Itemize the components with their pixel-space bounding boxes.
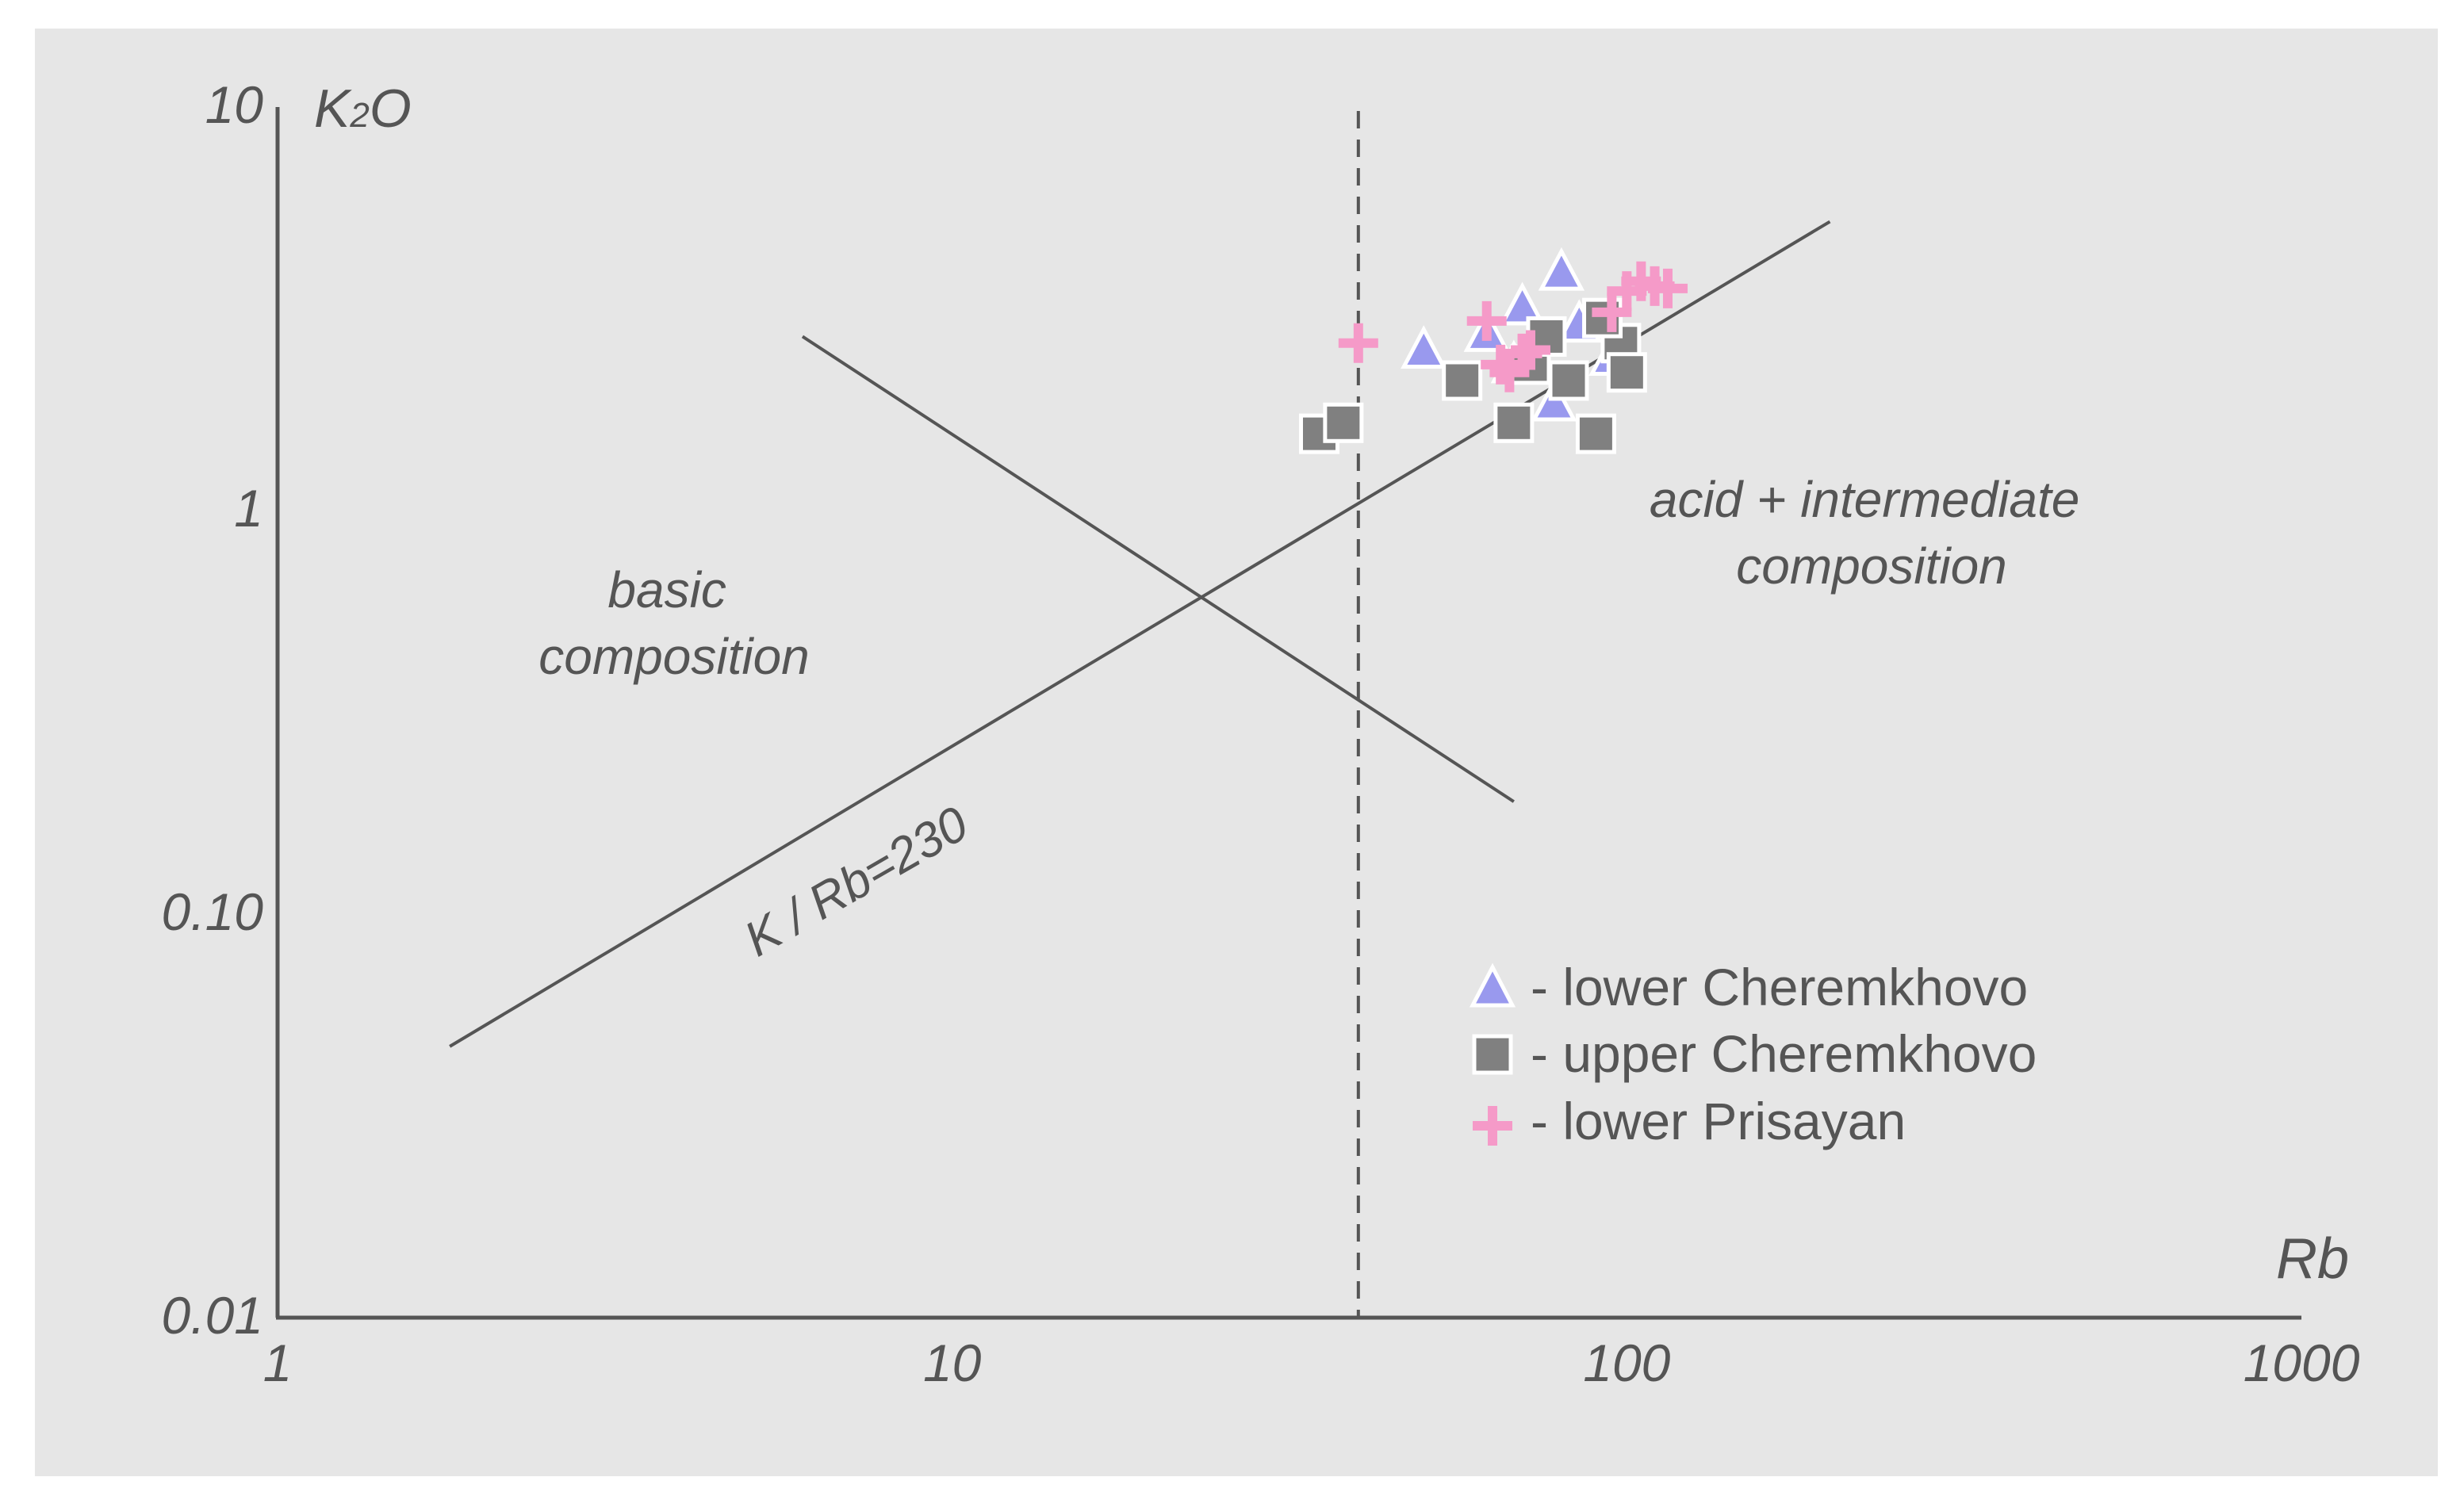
composition-boundary-line xyxy=(801,335,1515,803)
upper-cheremkhovo-point xyxy=(1575,413,1616,454)
legend-plus-marker xyxy=(1473,1106,1512,1146)
region-label-basic-line1: basic xyxy=(607,561,726,618)
lower-prisayan-point xyxy=(1489,352,1530,392)
y-label-tail: O xyxy=(370,78,412,139)
upper-cheremkhovo-point xyxy=(1493,402,1535,443)
x-tick-label: 1000 xyxy=(2244,1334,2360,1392)
lower-cheremkhovo-point xyxy=(1401,325,1447,369)
legend-label-lower-cheremkhovo: - lower Cheremkhovo xyxy=(1531,958,2028,1016)
region-label-basic: basic composition xyxy=(538,561,810,685)
lower-cheremkhovo-point xyxy=(1499,281,1546,326)
y-tick-label: 10 xyxy=(205,75,264,134)
chart-panel xyxy=(35,29,2438,1476)
lower-prisayan-point xyxy=(1338,323,1378,363)
legend-label-upper-cheremkhovo: - upper Cheremkhovo xyxy=(1531,1024,2037,1083)
legend-item-lower-prisayan: - lower Prisayan xyxy=(1473,1092,1906,1150)
lower-prisayan-point xyxy=(1647,268,1688,308)
y-label-main: K xyxy=(314,78,352,139)
region-label-basic-line2: composition xyxy=(538,628,810,685)
upper-cheremkhovo-point xyxy=(1548,360,1589,401)
y-axis-label: K2O xyxy=(314,78,412,139)
x-axis-label: Rb xyxy=(2276,1227,2349,1291)
x-tick-label: 100 xyxy=(1583,1334,1670,1392)
upper-cheremkhovo-point xyxy=(1442,360,1483,401)
y-tick-label: 0.10 xyxy=(162,882,264,941)
region-label-acid-line1: acid + intermediate xyxy=(1650,471,2080,528)
x-tick-label: 10 xyxy=(923,1334,982,1392)
axes xyxy=(275,107,2301,1320)
lower-prisayan-point xyxy=(1592,292,1632,332)
lower-prisayan-point xyxy=(1510,330,1550,370)
upper-cheremkhovo-point xyxy=(1323,402,1364,443)
legend-square-marker xyxy=(1472,1034,1513,1075)
lower-cheremkhovo-point xyxy=(1531,377,1577,422)
region-label-acid-line2: composition xyxy=(1736,538,2007,595)
legend-item-lower-cheremkhovo: - lower Cheremkhovo xyxy=(1469,958,2028,1016)
legend-label-lower-prisayan: - lower Prisayan xyxy=(1531,1092,1906,1150)
lower-prisayan-point xyxy=(1466,300,1507,341)
region-label-acid: acid + intermediate composition xyxy=(1650,471,2094,595)
data-points xyxy=(1298,247,1688,454)
legend: - lower Cheremkhovo - upper Cheremkhovo … xyxy=(1469,958,2037,1150)
tick-labels: 1 10 100 1000 0.01 0.10 1 10 xyxy=(162,75,2360,1392)
legend-item-upper-cheremkhovo: - upper Cheremkhovo xyxy=(1472,1024,2037,1083)
legend-triangle-marker xyxy=(1469,962,1516,1008)
x-tick-label: 1 xyxy=(263,1334,293,1392)
y-tick-label: 0.01 xyxy=(162,1286,263,1345)
lower-cheremkhovo-point xyxy=(1538,247,1585,291)
upper-cheremkhovo-point xyxy=(1606,352,1647,393)
kr-line-label: K / Rb=230 xyxy=(735,796,977,967)
y-tick-label: 1 xyxy=(234,479,263,538)
y-label-sub: 2 xyxy=(349,96,369,135)
